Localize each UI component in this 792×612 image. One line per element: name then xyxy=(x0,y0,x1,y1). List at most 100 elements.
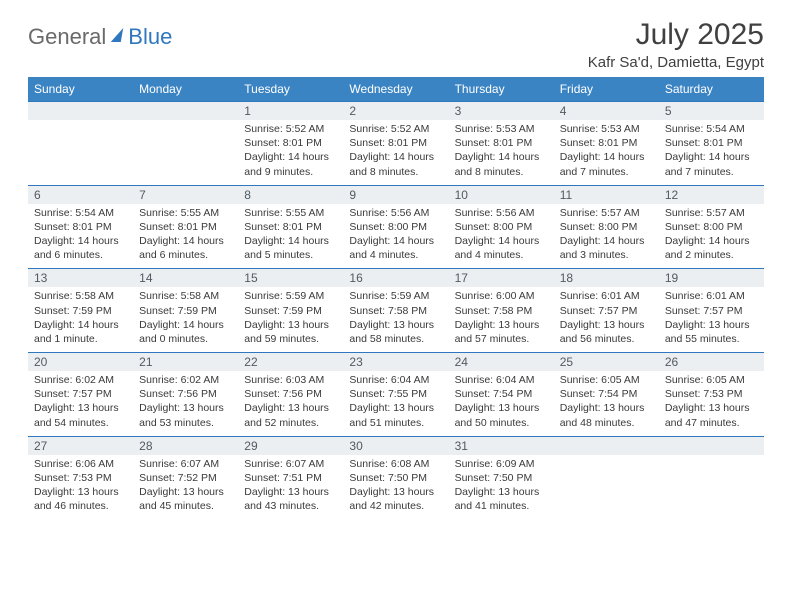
day-cell: 18Sunrise: 6:01 AMSunset: 7:57 PMDayligh… xyxy=(554,268,659,352)
day-content: Sunrise: 6:01 AMSunset: 7:57 PMDaylight:… xyxy=(554,287,659,352)
day-cell: 16Sunrise: 5:59 AMSunset: 7:58 PMDayligh… xyxy=(343,268,448,352)
day-content: Sunrise: 5:55 AMSunset: 8:01 PMDaylight:… xyxy=(238,204,343,269)
day-number: 19 xyxy=(659,268,764,287)
day-content xyxy=(28,120,133,178)
day-cell: 19Sunrise: 6:01 AMSunset: 7:57 PMDayligh… xyxy=(659,268,764,352)
day-cell: 28Sunrise: 6:07 AMSunset: 7:52 PMDayligh… xyxy=(133,436,238,520)
day-number: 24 xyxy=(449,352,554,371)
day-cell: 22Sunrise: 6:03 AMSunset: 7:56 PMDayligh… xyxy=(238,352,343,436)
calendar-table: Sunday Monday Tuesday Wednesday Thursday… xyxy=(28,77,764,519)
day-content: Sunrise: 6:05 AMSunset: 7:53 PMDaylight:… xyxy=(659,371,764,436)
day-cell: 8Sunrise: 5:55 AMSunset: 8:01 PMDaylight… xyxy=(238,185,343,269)
day-cell: 11Sunrise: 5:57 AMSunset: 8:00 PMDayligh… xyxy=(554,185,659,269)
day-number: 5 xyxy=(659,101,764,120)
dayhead-mon: Monday xyxy=(133,77,238,101)
day-content: Sunrise: 5:53 AMSunset: 8:01 PMDaylight:… xyxy=(449,120,554,185)
day-cell: 14Sunrise: 5:58 AMSunset: 7:59 PMDayligh… xyxy=(133,268,238,352)
day-number: 4 xyxy=(554,101,659,120)
logo-triangle-icon xyxy=(111,28,123,42)
day-number xyxy=(659,436,764,455)
day-content: Sunrise: 5:53 AMSunset: 8:01 PMDaylight:… xyxy=(554,120,659,185)
day-cell: 20Sunrise: 6:02 AMSunset: 7:57 PMDayligh… xyxy=(28,352,133,436)
day-content: Sunrise: 5:52 AMSunset: 8:01 PMDaylight:… xyxy=(343,120,448,185)
day-cell xyxy=(554,436,659,520)
day-cell: 5Sunrise: 5:54 AMSunset: 8:01 PMDaylight… xyxy=(659,101,764,185)
day-content: Sunrise: 5:58 AMSunset: 7:59 PMDaylight:… xyxy=(28,287,133,352)
day-cell: 31Sunrise: 6:09 AMSunset: 7:50 PMDayligh… xyxy=(449,436,554,520)
location: Kafr Sa'd, Damietta, Egypt xyxy=(588,54,764,71)
day-number: 14 xyxy=(133,268,238,287)
day-cell: 21Sunrise: 6:02 AMSunset: 7:56 PMDayligh… xyxy=(133,352,238,436)
day-content xyxy=(133,120,238,178)
day-number: 26 xyxy=(659,352,764,371)
day-number: 21 xyxy=(133,352,238,371)
day-number: 17 xyxy=(449,268,554,287)
day-cell xyxy=(133,101,238,185)
day-content: Sunrise: 6:02 AMSunset: 7:57 PMDaylight:… xyxy=(28,371,133,436)
day-cell: 29Sunrise: 6:07 AMSunset: 7:51 PMDayligh… xyxy=(238,436,343,520)
dayhead-wed: Wednesday xyxy=(343,77,448,101)
day-number: 20 xyxy=(28,352,133,371)
day-content: Sunrise: 6:06 AMSunset: 7:53 PMDaylight:… xyxy=(28,455,133,520)
day-content: Sunrise: 6:03 AMSunset: 7:56 PMDaylight:… xyxy=(238,371,343,436)
day-content: Sunrise: 5:59 AMSunset: 7:59 PMDaylight:… xyxy=(238,287,343,352)
day-content: Sunrise: 6:01 AMSunset: 7:57 PMDaylight:… xyxy=(659,287,764,352)
day-content: Sunrise: 5:54 AMSunset: 8:01 PMDaylight:… xyxy=(28,204,133,269)
logo: General Blue xyxy=(28,18,172,50)
day-number: 22 xyxy=(238,352,343,371)
day-content: Sunrise: 6:04 AMSunset: 7:55 PMDaylight:… xyxy=(343,371,448,436)
day-cell: 13Sunrise: 5:58 AMSunset: 7:59 PMDayligh… xyxy=(28,268,133,352)
day-content: Sunrise: 5:54 AMSunset: 8:01 PMDaylight:… xyxy=(659,120,764,185)
week-row: 13Sunrise: 5:58 AMSunset: 7:59 PMDayligh… xyxy=(28,268,764,352)
day-content: Sunrise: 5:56 AMSunset: 8:00 PMDaylight:… xyxy=(343,204,448,269)
day-cell: 6Sunrise: 5:54 AMSunset: 8:01 PMDaylight… xyxy=(28,185,133,269)
day-number xyxy=(554,436,659,455)
day-header-row: Sunday Monday Tuesday Wednesday Thursday… xyxy=(28,77,764,101)
day-number: 13 xyxy=(28,268,133,287)
day-cell: 25Sunrise: 6:05 AMSunset: 7:54 PMDayligh… xyxy=(554,352,659,436)
day-number: 2 xyxy=(343,101,448,120)
day-content: Sunrise: 6:09 AMSunset: 7:50 PMDaylight:… xyxy=(449,455,554,520)
day-cell: 23Sunrise: 6:04 AMSunset: 7:55 PMDayligh… xyxy=(343,352,448,436)
day-cell: 9Sunrise: 5:56 AMSunset: 8:00 PMDaylight… xyxy=(343,185,448,269)
day-number: 9 xyxy=(343,185,448,204)
day-cell: 1Sunrise: 5:52 AMSunset: 8:01 PMDaylight… xyxy=(238,101,343,185)
day-number: 3 xyxy=(449,101,554,120)
day-content xyxy=(554,455,659,513)
day-cell: 2Sunrise: 5:52 AMSunset: 8:01 PMDaylight… xyxy=(343,101,448,185)
day-content: Sunrise: 5:55 AMSunset: 8:01 PMDaylight:… xyxy=(133,204,238,269)
day-number xyxy=(28,101,133,120)
day-number: 31 xyxy=(449,436,554,455)
week-row: 20Sunrise: 6:02 AMSunset: 7:57 PMDayligh… xyxy=(28,352,764,436)
day-content: Sunrise: 5:52 AMSunset: 8:01 PMDaylight:… xyxy=(238,120,343,185)
day-content: Sunrise: 6:08 AMSunset: 7:50 PMDaylight:… xyxy=(343,455,448,520)
day-number: 25 xyxy=(554,352,659,371)
day-number: 8 xyxy=(238,185,343,204)
day-cell: 12Sunrise: 5:57 AMSunset: 8:00 PMDayligh… xyxy=(659,185,764,269)
day-cell xyxy=(659,436,764,520)
day-number: 28 xyxy=(133,436,238,455)
dayhead-thu: Thursday xyxy=(449,77,554,101)
day-content: Sunrise: 5:57 AMSunset: 8:00 PMDaylight:… xyxy=(554,204,659,269)
day-number: 29 xyxy=(238,436,343,455)
day-cell: 17Sunrise: 6:00 AMSunset: 7:58 PMDayligh… xyxy=(449,268,554,352)
day-content: Sunrise: 6:02 AMSunset: 7:56 PMDaylight:… xyxy=(133,371,238,436)
day-number: 23 xyxy=(343,352,448,371)
day-number: 10 xyxy=(449,185,554,204)
dayhead-tue: Tuesday xyxy=(238,77,343,101)
day-cell: 10Sunrise: 5:56 AMSunset: 8:00 PMDayligh… xyxy=(449,185,554,269)
day-cell: 15Sunrise: 5:59 AMSunset: 7:59 PMDayligh… xyxy=(238,268,343,352)
day-cell: 3Sunrise: 5:53 AMSunset: 8:01 PMDaylight… xyxy=(449,101,554,185)
day-content: Sunrise: 6:04 AMSunset: 7:54 PMDaylight:… xyxy=(449,371,554,436)
day-number: 1 xyxy=(238,101,343,120)
day-cell: 27Sunrise: 6:06 AMSunset: 7:53 PMDayligh… xyxy=(28,436,133,520)
day-number: 18 xyxy=(554,268,659,287)
day-number: 7 xyxy=(133,185,238,204)
header: General Blue July 2025 Kafr Sa'd, Damiet… xyxy=(28,18,764,71)
week-row: 1Sunrise: 5:52 AMSunset: 8:01 PMDaylight… xyxy=(28,101,764,185)
day-cell xyxy=(28,101,133,185)
month-title: July 2025 xyxy=(588,18,764,52)
day-number: 11 xyxy=(554,185,659,204)
day-number xyxy=(133,101,238,120)
logo-part1: General xyxy=(28,24,106,50)
